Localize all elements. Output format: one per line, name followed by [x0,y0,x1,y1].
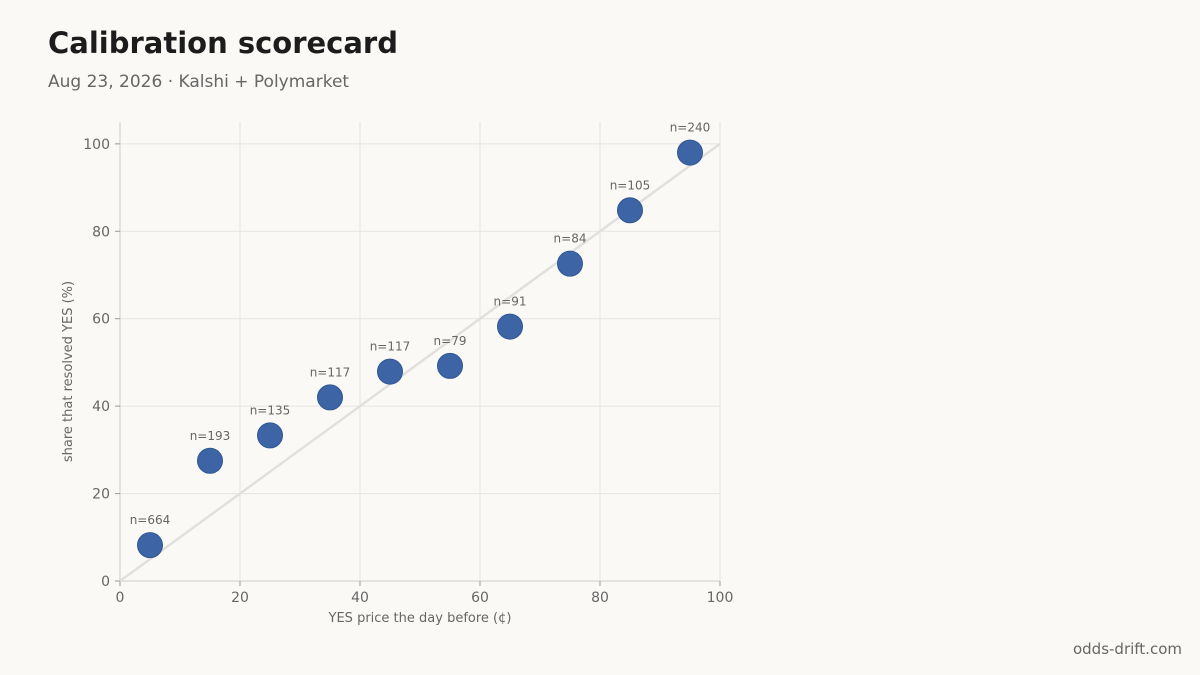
chart-title: Calibration scorecard [48,26,398,60]
sample-size-label-8: n=105 [610,178,651,192]
sample-size-label-4: n=117 [370,340,411,354]
data-point-2 [257,422,283,449]
x-tick-label-0: 0 [116,590,125,606]
data-point-0 [137,532,163,559]
x-axis-title: YES price the day before (¢) [328,611,512,626]
sample-size-label-7: n=84 [554,232,587,246]
data-point-9 [677,139,703,166]
sample-size-label-0: n=664 [130,513,171,527]
data-point-1 [197,447,223,474]
x-tick-label-1: 20 [231,590,249,606]
data-point-8 [617,197,643,224]
data-point-7 [557,250,583,277]
sample-size-label-1: n=193 [190,429,231,443]
sample-size-label-5: n=79 [434,334,467,348]
data-point-5 [437,352,463,379]
sample-size-label-9: n=240 [670,121,711,135]
y-tick-label-0: 0 [101,574,110,590]
y-tick-label-4: 80 [92,224,110,240]
data-point-4 [377,358,403,385]
x-tick-label-3: 60 [471,590,489,606]
y-axis-title: share that resolved YES (%) [61,281,76,462]
x-tick-label-2: 40 [351,590,369,606]
chart-subtitle: Aug 23, 2026 · Kalshi + Polymarket [48,72,350,92]
sample-size-label-3: n=117 [310,365,351,379]
sample-size-label-2: n=135 [250,403,291,417]
y-tick-label-2: 40 [92,399,110,415]
x-tick-label-4: 80 [591,590,609,606]
x-tick-label-5: 100 [707,590,734,606]
source-credit: odds-drift.com [1072,640,1182,658]
y-tick-label-3: 60 [92,312,110,328]
data-point-6 [497,313,523,340]
data-point-3 [317,384,343,411]
sample-size-label-6: n=91 [494,295,527,309]
y-tick-label-1: 20 [92,487,110,503]
y-tick-label-5: 100 [83,137,110,153]
